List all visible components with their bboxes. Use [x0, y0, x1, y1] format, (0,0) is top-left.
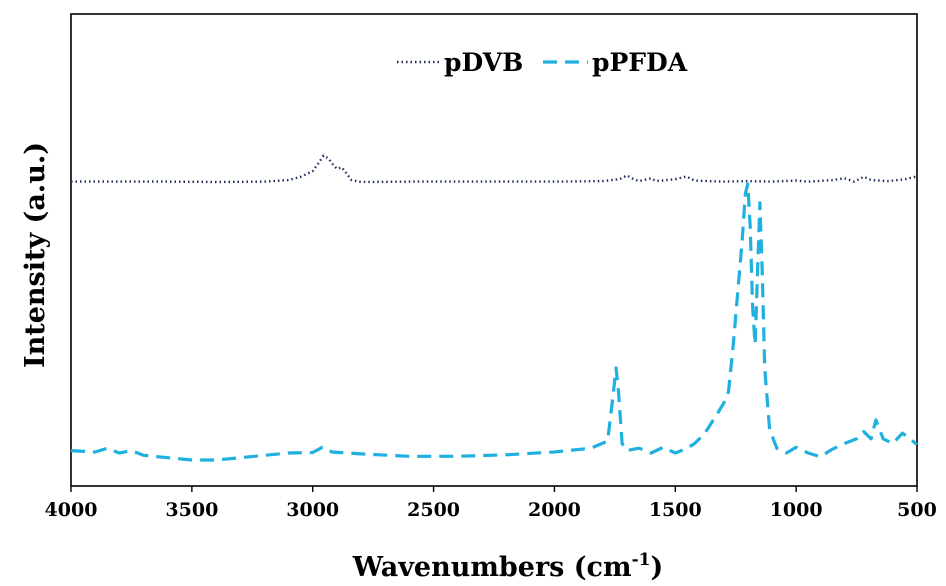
x-axis-title-close: ): [650, 552, 663, 583]
x-axis-title: Wavenumbers (cm-1): [352, 550, 664, 583]
legend-label-ppfda: pPFDA: [592, 48, 688, 77]
x-tick-label: 4000: [45, 499, 98, 521]
x-tick-label: 1000: [770, 499, 823, 521]
series-line-ppfda: [70, 182, 918, 462]
x-axis-title-main: Wavenumbers (cm: [352, 552, 632, 583]
y-axis-title: Intensity (a.u.): [20, 142, 51, 368]
x-tick-label: 2500: [407, 499, 460, 521]
x-tick-label: 3000: [286, 499, 339, 521]
x-axis-ticks: 4000 3500 3000 2500 2000 1500 1000 500: [45, 486, 937, 521]
x-tick-label: 1500: [649, 499, 702, 521]
x-tick-label: 500: [897, 499, 937, 521]
x-tick-label: 2000: [528, 499, 581, 521]
legend-label-pdvb: pDVB: [444, 48, 523, 77]
series-layer: [70, 154, 918, 462]
legend: pDVB pPFDA: [397, 48, 688, 77]
plot-frame: [70, 13, 918, 487]
series-line-pdvb: [71, 154, 918, 184]
x-tick-label: 3500: [165, 499, 218, 521]
x-axis-title-sup: -1: [632, 550, 651, 570]
